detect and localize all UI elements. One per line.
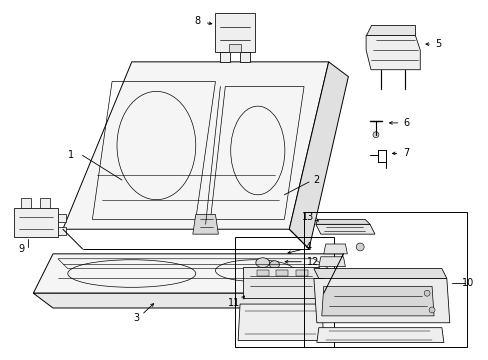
Text: 11: 11: [227, 298, 240, 308]
Text: 9: 9: [19, 244, 24, 254]
Ellipse shape: [269, 261, 279, 269]
Polygon shape: [366, 26, 414, 35]
Polygon shape: [21, 198, 31, 208]
Circle shape: [372, 132, 378, 138]
Polygon shape: [289, 62, 347, 249]
Text: 5: 5: [434, 39, 440, 49]
Text: 4: 4: [305, 242, 311, 252]
Bar: [235, 237, 333, 347]
Text: 10: 10: [461, 278, 473, 288]
Circle shape: [423, 290, 429, 296]
Text: 8: 8: [194, 15, 200, 26]
Text: 3: 3: [133, 313, 140, 323]
Polygon shape: [63, 62, 328, 229]
Polygon shape: [315, 219, 369, 224]
Polygon shape: [321, 286, 433, 316]
Polygon shape: [313, 269, 446, 278]
Polygon shape: [215, 13, 254, 52]
Text: 6: 6: [403, 118, 409, 128]
Circle shape: [428, 307, 434, 313]
Polygon shape: [33, 254, 343, 293]
Polygon shape: [296, 270, 307, 275]
Polygon shape: [315, 224, 374, 234]
Polygon shape: [243, 267, 318, 298]
Polygon shape: [192, 215, 218, 234]
Ellipse shape: [255, 258, 269, 267]
Polygon shape: [323, 244, 346, 254]
Polygon shape: [40, 198, 50, 208]
Text: 13: 13: [301, 212, 313, 222]
Polygon shape: [220, 52, 230, 62]
Polygon shape: [58, 215, 66, 222]
Polygon shape: [229, 44, 241, 52]
Polygon shape: [318, 257, 345, 267]
Polygon shape: [240, 52, 249, 62]
Text: 7: 7: [403, 148, 409, 158]
Polygon shape: [256, 270, 268, 275]
Polygon shape: [366, 35, 419, 70]
Polygon shape: [33, 293, 338, 308]
Polygon shape: [316, 328, 443, 342]
Polygon shape: [14, 208, 58, 237]
Polygon shape: [238, 304, 323, 341]
Polygon shape: [58, 227, 66, 235]
Polygon shape: [313, 278, 449, 323]
Text: 12: 12: [306, 257, 319, 267]
Bar: [304, 212, 466, 347]
Text: 2: 2: [313, 175, 319, 185]
Polygon shape: [276, 270, 288, 275]
Circle shape: [356, 243, 364, 251]
Text: 1: 1: [67, 150, 74, 161]
